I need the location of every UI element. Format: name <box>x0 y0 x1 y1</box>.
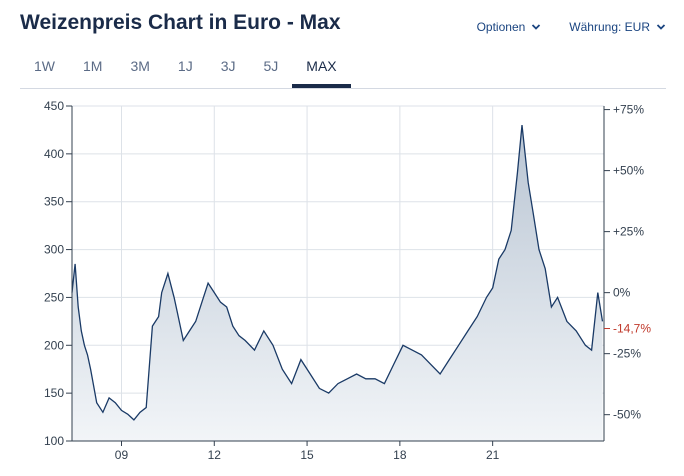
y-tick-label: 150 <box>44 386 64 400</box>
y-tick-label: 400 <box>44 147 64 161</box>
tabs-divider <box>20 88 666 89</box>
y-tick-label: 350 <box>44 195 64 209</box>
y-tick-label: 200 <box>44 338 64 352</box>
currency-dropdown[interactable]: Währung: EUR <box>569 20 666 34</box>
x-tick-label: 18 <box>393 448 407 462</box>
y-tick-label: 100 <box>44 434 64 448</box>
header-actions: Optionen Währung: EUR <box>477 20 666 34</box>
page-title: Weizenpreis Chart in Euro - Max <box>20 11 341 34</box>
y-tick-label: 250 <box>44 290 64 304</box>
price-area <box>72 125 603 441</box>
tab-3m[interactable]: 3M <box>130 58 150 74</box>
chevron-down-icon <box>532 24 541 30</box>
tab-3j[interactable]: 3J <box>220 58 236 74</box>
pct-tick-label: +25% <box>613 225 644 239</box>
price-chart[interactable]: 100 150 200 250 300 350 400 450 09 12 15 18 21 +75% +5… <box>0 96 684 468</box>
pct-tick-label: +50% <box>613 164 644 178</box>
axes: 100 150 200 250 300 350 400 450 09 12 15 18 21 +75% +5… <box>44 99 651 462</box>
pct-tick-label: +75% <box>613 103 644 117</box>
x-tick-label: 09 <box>115 448 129 462</box>
tab-1m[interactable]: 1M <box>83 58 103 74</box>
price-line <box>71 125 604 421</box>
tab-max[interactable]: MAX <box>292 52 351 88</box>
tab-1w[interactable]: 1W <box>34 58 55 74</box>
pct-tick-label: 0% <box>613 286 631 300</box>
pct-tick-label: -50% <box>613 408 641 422</box>
chevron-down-icon <box>656 24 666 30</box>
tab-5j[interactable]: 5J <box>263 58 279 74</box>
pct-tick-label: -25% <box>613 347 641 361</box>
x-tick-label: 21 <box>486 448 500 462</box>
y-tick-label: 450 <box>44 99 64 113</box>
tab-1j[interactable]: 1J <box>177 58 193 74</box>
x-tick-label: 15 <box>300 448 314 462</box>
options-dropdown[interactable]: Optionen <box>477 20 542 34</box>
currency-label: Währung: EUR <box>569 20 650 34</box>
options-label: Optionen <box>476 20 526 34</box>
last-value-label: -14,7% <box>613 322 651 336</box>
y-tick-label: 300 <box>44 243 64 257</box>
timeframe-tabs: 1W 1M 3M 1J 3J 5J MAX <box>20 52 351 88</box>
x-tick-label: 12 <box>208 448 222 462</box>
